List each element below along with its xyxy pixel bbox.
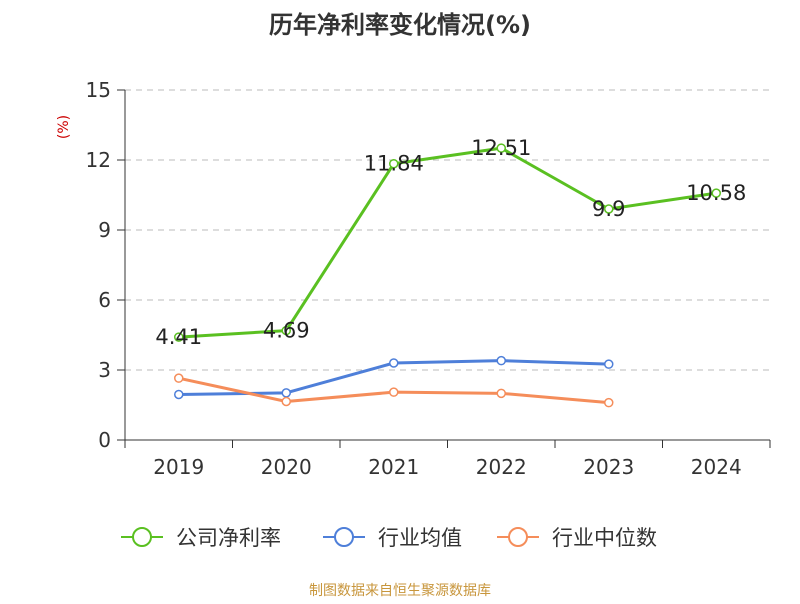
legend: 公司净利率 行业均值 行业中位数 xyxy=(121,526,657,550)
y-tick-label: 15 xyxy=(86,78,111,102)
x-tick-label: 2019 xyxy=(153,455,204,479)
series-line xyxy=(178,146,717,339)
data-point xyxy=(389,358,399,368)
data-point xyxy=(281,396,291,407)
data-label: 12.51 xyxy=(471,136,531,160)
x-tick-label: 2024 xyxy=(691,455,742,479)
data-label: 4.69 xyxy=(263,319,310,343)
legend-swatch-marker xyxy=(334,527,354,547)
data-point xyxy=(281,325,291,336)
legend-label: 公司净利率 xyxy=(176,526,281,550)
y-tick-label: 9 xyxy=(98,218,111,242)
data-label: 11.84 xyxy=(364,152,424,176)
data-point xyxy=(281,388,291,398)
data-point xyxy=(496,355,506,366)
chart-title: 历年净利率变化情况(%) xyxy=(269,11,531,39)
x-tick-label: 2022 xyxy=(476,455,527,479)
data-point xyxy=(604,359,614,369)
series-lines xyxy=(174,143,721,408)
y-tick-label: 12 xyxy=(86,148,111,172)
gridlines xyxy=(125,89,770,371)
legend-label: 行业均值 xyxy=(378,526,462,550)
data-point xyxy=(711,188,721,198)
data-point xyxy=(389,387,399,397)
data-point xyxy=(496,143,506,153)
data-label: 10.58 xyxy=(686,181,746,205)
legend-swatch-marker xyxy=(508,527,528,547)
y-axis-unit-label: (%) xyxy=(56,115,72,139)
x-tick-label: 2020 xyxy=(261,455,312,479)
data-point xyxy=(604,397,614,408)
x-tick-label: 2021 xyxy=(368,455,419,479)
source-note: 制图数据来自恒生聚源数据库 xyxy=(309,583,491,599)
y-tick-label: 6 xyxy=(98,288,111,312)
legend-label: 行业中位数 xyxy=(552,526,657,550)
y-tick-label: 0 xyxy=(98,428,111,452)
legend-swatch-marker xyxy=(132,527,152,547)
x-tick-label: 2023 xyxy=(583,455,634,479)
data-point xyxy=(174,373,184,383)
data-point xyxy=(389,158,399,169)
y-tick-label: 3 xyxy=(98,358,111,382)
data-point xyxy=(174,332,184,342)
data-label: 9.9 xyxy=(592,197,625,221)
data-labels: 4.41 4.69 11.84 12.51 9.9 10.58 xyxy=(155,136,746,349)
data-label: 4.41 xyxy=(155,325,202,349)
data-point xyxy=(174,389,184,400)
axes: 0 3 6 9 12 15 2019 2020 2021 2022 2023 2024 xyxy=(86,78,771,479)
data-point xyxy=(496,388,506,399)
data-point xyxy=(604,204,614,214)
